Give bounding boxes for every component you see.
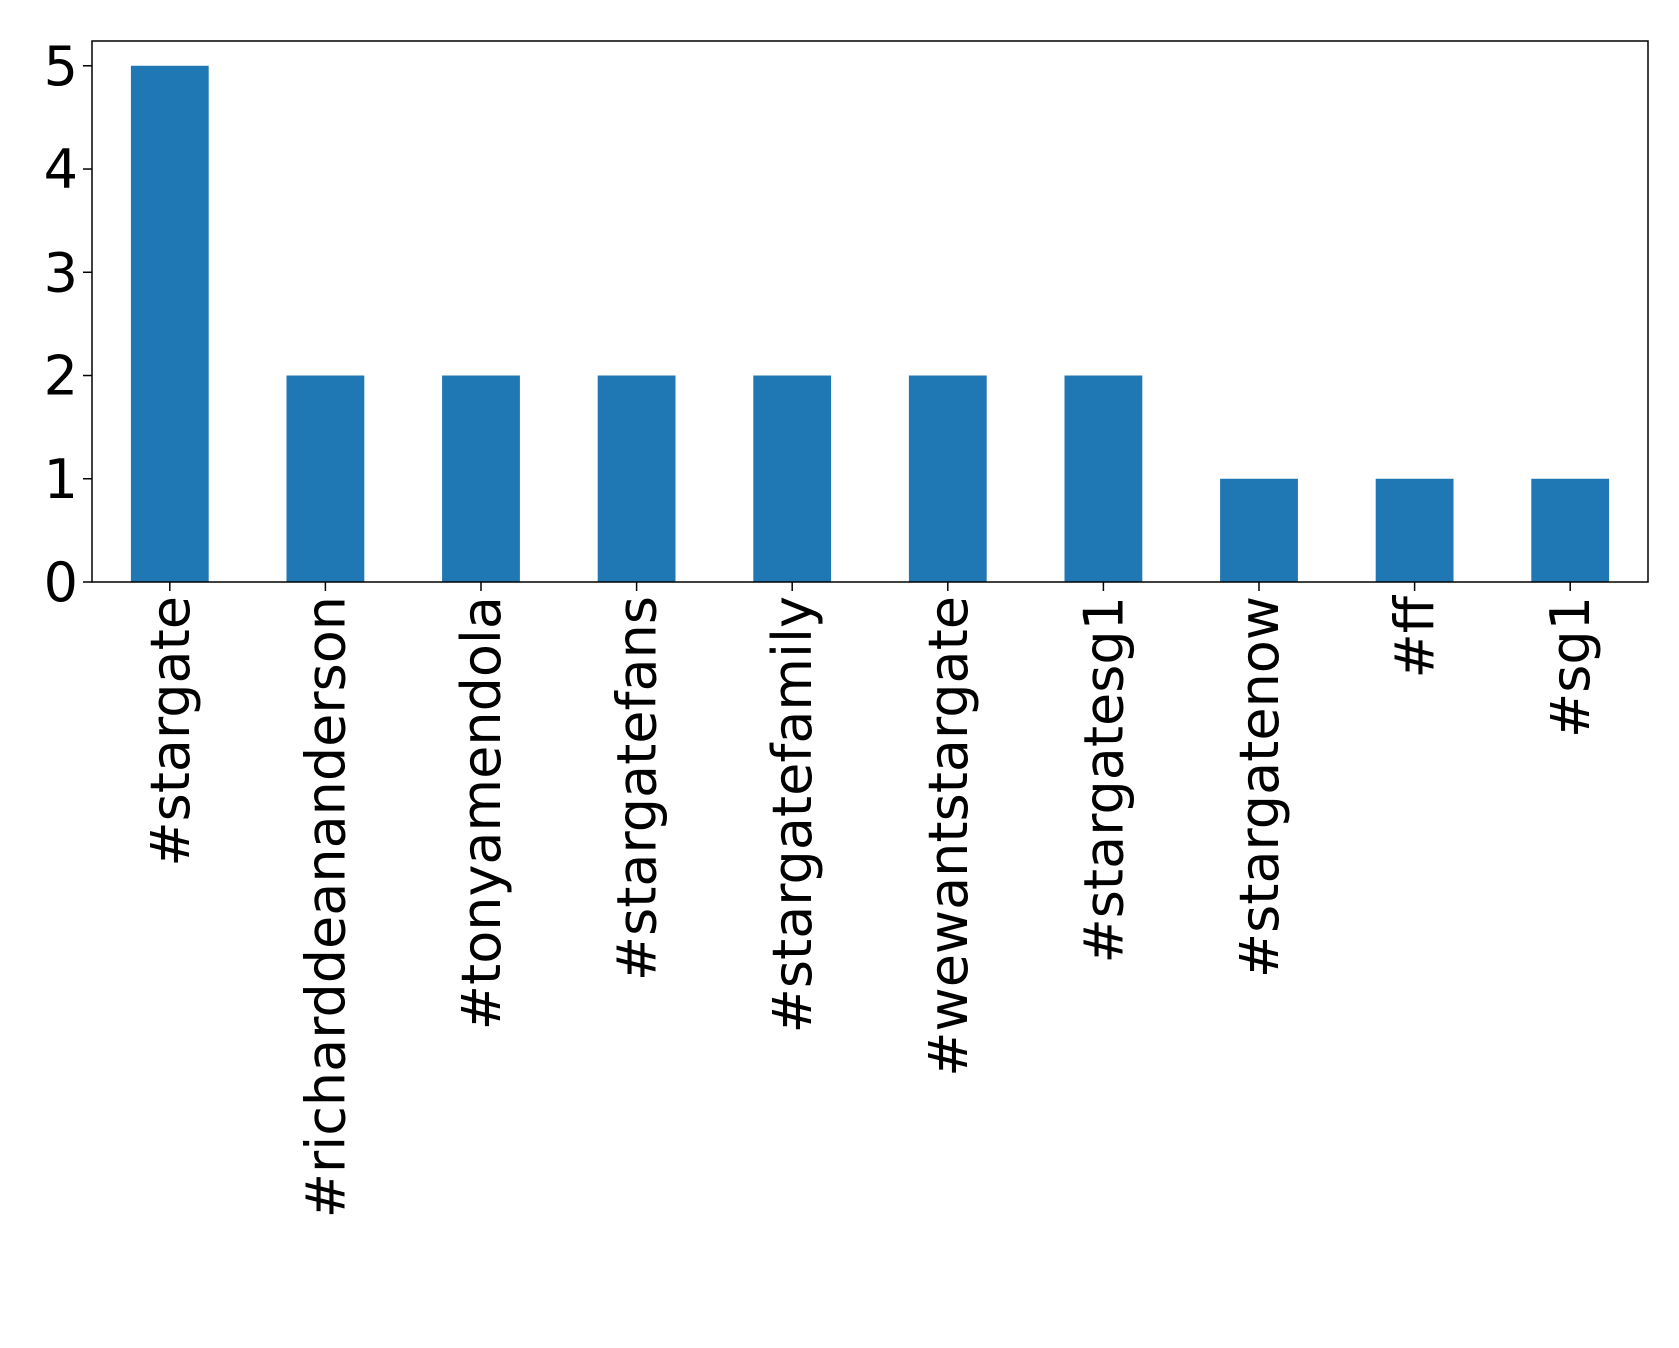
bar — [908, 375, 987, 582]
bar — [286, 375, 365, 582]
bar — [753, 375, 832, 582]
y-tick-label: 5 — [44, 35, 78, 98]
y-tick-label: 3 — [44, 241, 78, 304]
x-tick-label: #ff — [1384, 594, 1447, 678]
bar — [597, 375, 676, 582]
x-tick-label: #wewantstargate — [917, 596, 980, 1077]
x-tick-label: #richarddeananderson — [294, 596, 357, 1218]
bar — [1531, 478, 1610, 582]
y-tick-label: 4 — [44, 138, 78, 201]
bar — [442, 375, 520, 582]
x-tick-label: #stargatefans — [606, 596, 669, 981]
x-tick-label: #stargatesg1 — [1072, 596, 1135, 963]
x-tick-label: #stargate — [139, 596, 202, 867]
bar — [130, 65, 209, 582]
bar — [1375, 478, 1454, 582]
x-tick-label: #stargatenow — [1228, 596, 1291, 978]
bar — [1064, 375, 1143, 582]
plot-frame — [91, 40, 1649, 583]
x-tick-label: #sg1 — [1539, 596, 1602, 738]
y-tick-label: 2 — [44, 345, 78, 408]
x-tick-label: #tonyamendola — [450, 596, 513, 1030]
bar — [1220, 478, 1298, 582]
x-tick-label: #stargatefamily — [761, 596, 824, 1033]
y-tick-label: 0 — [44, 551, 78, 614]
y-tick-label: 1 — [44, 448, 78, 511]
